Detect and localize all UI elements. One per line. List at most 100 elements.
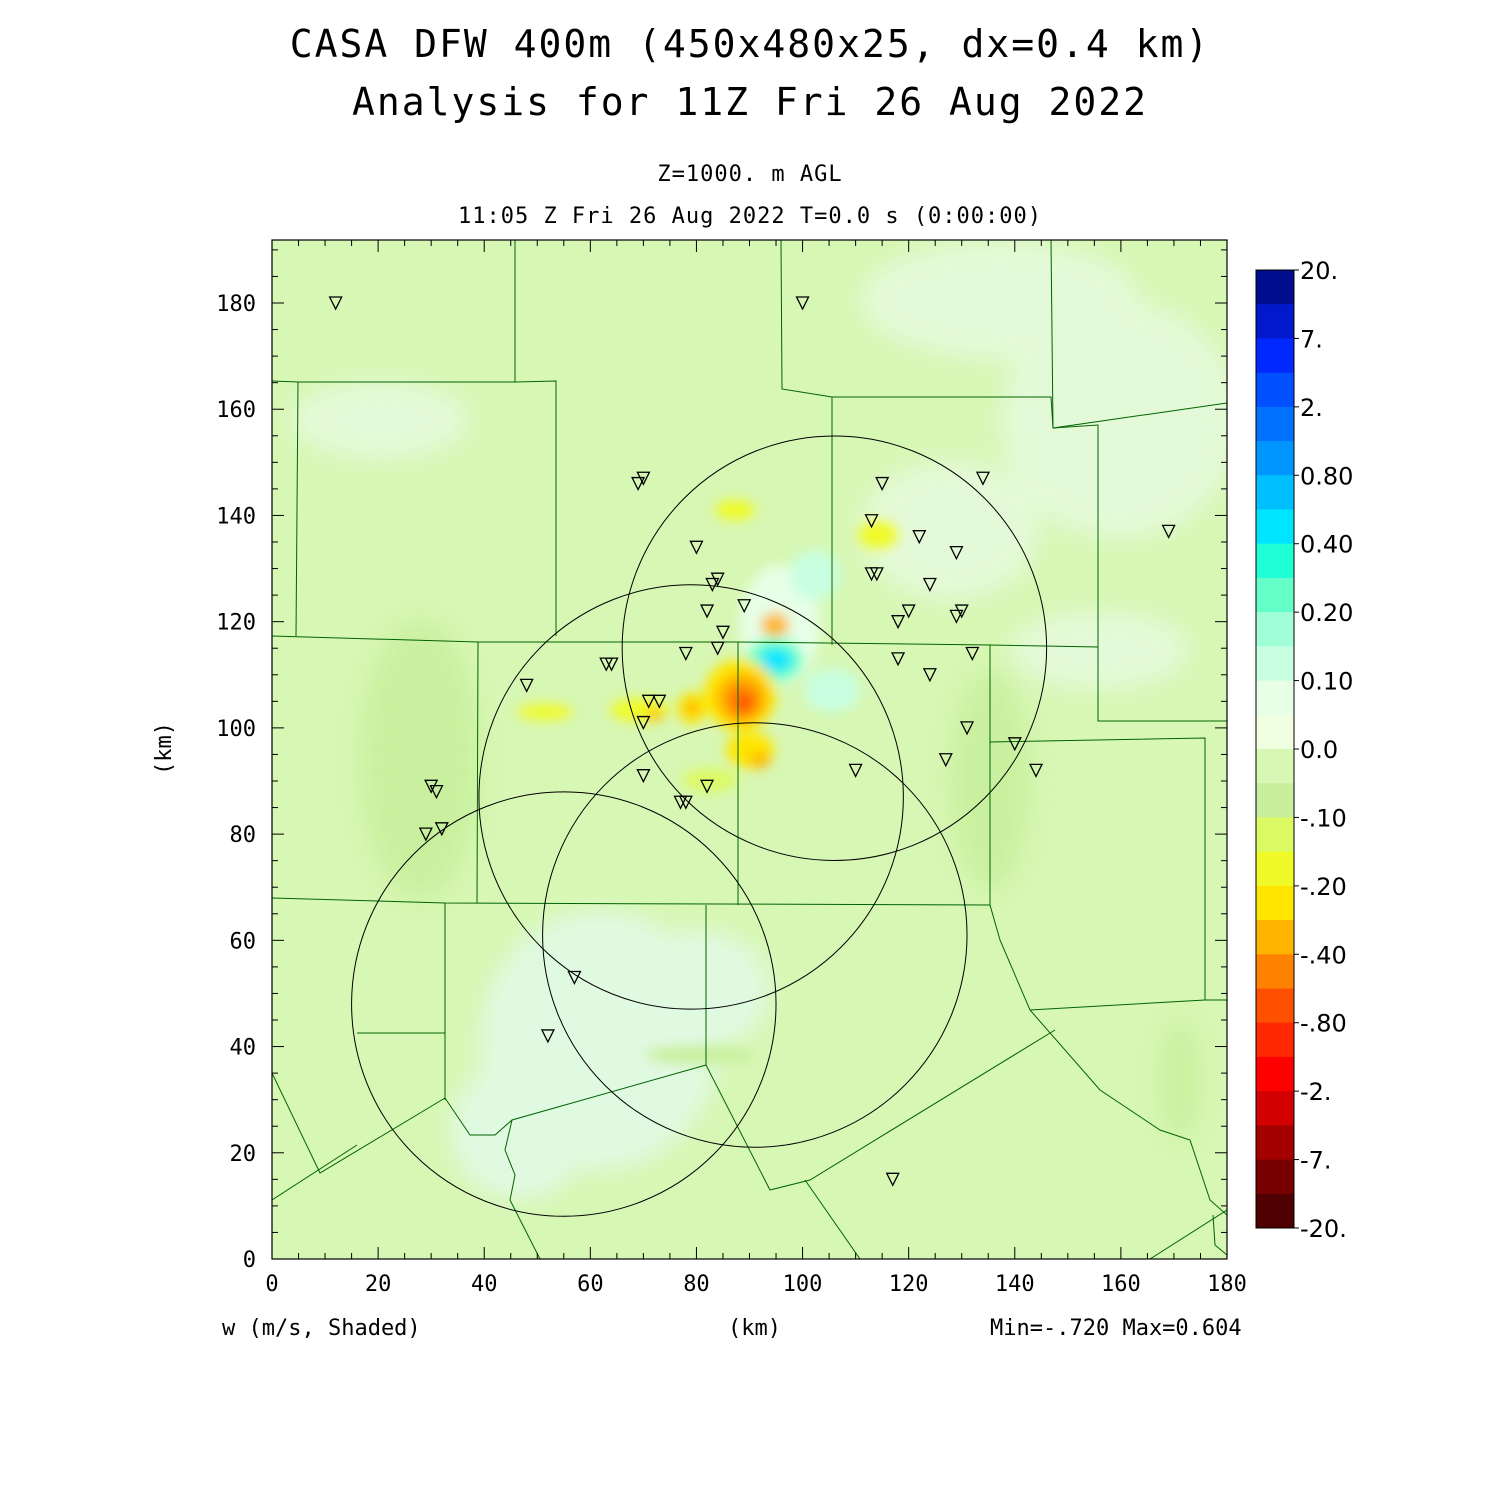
x-tick-label: 80 <box>683 1272 710 1297</box>
x-tick-label: 120 <box>889 1272 929 1297</box>
valid-time-label: 11:05 Z Fri 26 Aug 2022 T=0.0 s (0:00:00… <box>457 204 1043 229</box>
range-ring <box>542 722 968 1148</box>
colorbar-label: 0.0 <box>1300 736 1338 764</box>
colorbar-label: 2. <box>1300 394 1323 422</box>
colorbar-swatch <box>1256 851 1294 887</box>
colorbar-swatch <box>1256 1193 1294 1229</box>
radar-site-marker <box>424 779 439 794</box>
radar-site-marker <box>652 694 667 709</box>
y-tick-label: 40 <box>230 1036 257 1061</box>
radar-site-marker <box>700 604 715 619</box>
radar-site-marker <box>705 577 720 592</box>
colorbar-label: -.10 <box>1300 804 1347 832</box>
colorbar-swatch <box>1256 783 1294 818</box>
x-axis-label: (km) <box>728 1316 781 1341</box>
colorbar-label: 0.10 <box>1300 668 1353 696</box>
county-boundaries <box>272 240 1227 1259</box>
radar-site-marker <box>678 646 693 661</box>
colorbar-label: -20. <box>1300 1215 1347 1243</box>
colorbar-label: -.40 <box>1300 941 1347 969</box>
colorbar-swatch <box>1256 441 1294 476</box>
radar-site-marker <box>848 763 863 778</box>
radar-site-marker <box>891 615 906 630</box>
colorbar-swatch <box>1256 475 1294 510</box>
colorbar-label: 7. <box>1300 325 1323 353</box>
radar-range-rings <box>351 435 1048 1217</box>
colorbar <box>1255 269 1295 1229</box>
x-tick-label: 40 <box>471 1272 498 1297</box>
range-ring <box>351 791 777 1217</box>
radar-site-marker <box>737 599 752 614</box>
radar-site-marker <box>938 753 953 768</box>
colorbar-swatch <box>1256 509 1294 545</box>
colorbar-label: 0.40 <box>1300 531 1353 559</box>
radar-site-marker <box>1161 524 1176 539</box>
colorbar-label: -.20 <box>1300 873 1347 901</box>
radar-site-marker <box>1028 763 1044 778</box>
radar-site-marker <box>949 609 964 624</box>
radar-site-marker <box>689 540 704 555</box>
colorbar-swatch <box>1256 543 1294 579</box>
radar-markers <box>328 296 1176 1187</box>
colorbar-swatch <box>1256 1091 1294 1126</box>
radar-site-marker <box>891 652 906 667</box>
radar-site-marker <box>631 476 646 492</box>
colorbar-swatch <box>1256 372 1294 408</box>
radar-site-marker <box>636 471 651 486</box>
x-tick-label: 0 <box>265 1272 278 1297</box>
axis-ticks <box>271 240 1228 1260</box>
radar-site-marker <box>954 604 969 619</box>
radar-site-marker <box>922 668 937 683</box>
radar-site-marker <box>328 296 343 311</box>
radar-site-marker <box>715 625 731 640</box>
colorbar-swatch <box>1256 988 1294 1024</box>
y-tick-label: 160 <box>216 398 256 423</box>
colorbar-labels: 20. 7. 2. 0.80 0.40 0.20 0.10 0.0 -.10 -.20 -.40 -.… <box>1294 257 1353 1243</box>
colorbar-label: -7. <box>1300 1147 1332 1175</box>
colorbar-label: -.80 <box>1300 1010 1347 1038</box>
x-axis-tick-labels: 0 20 40 60 80 100 120 140 160 180 <box>265 1272 1247 1297</box>
min-max-label: Min=-.720 Max=0.604 <box>990 1316 1242 1341</box>
radar-site-marker <box>1007 737 1022 752</box>
colorbar-swatch <box>1256 270 1294 305</box>
radar-site-marker <box>949 545 964 561</box>
radar-site-marker <box>429 784 444 800</box>
colorbar-swatch <box>1256 680 1294 716</box>
radar-site-marker <box>710 641 725 656</box>
y-axis-label: (km) <box>151 722 177 775</box>
colorbar-label: 20. <box>1300 257 1338 285</box>
colorbar-swatch <box>1256 1022 1294 1058</box>
x-tick-label: 180 <box>1207 1272 1247 1297</box>
radar-site-marker <box>567 970 582 985</box>
y-tick-label: 180 <box>216 292 256 317</box>
y-tick-label: 100 <box>216 717 256 742</box>
colorbar-label: -2. <box>1300 1078 1332 1106</box>
colorbar-swatch <box>1256 304 1294 339</box>
y-axis-tick-labels: 0 20 40 60 80 100 120 140 160 180 <box>216 292 256 1273</box>
colorbar-swatch <box>1256 749 1294 784</box>
radar-site-marker <box>636 769 651 784</box>
radar-site-marker <box>795 296 810 311</box>
radar-site-marker <box>864 567 879 582</box>
colorbar-swatch <box>1256 885 1294 921</box>
radar-site-marker <box>864 514 879 529</box>
radar-site-marker <box>636 715 651 731</box>
w-shaded-field <box>272 240 1227 1259</box>
plot-title-line2: Analysis for 11Z Fri 26 Aug 2022 <box>351 80 1149 124</box>
radar-site-marker <box>700 779 715 794</box>
radar-site-marker <box>901 604 916 619</box>
range-ring <box>478 584 904 1010</box>
radar-site-marker <box>519 678 534 693</box>
colorbar-swatch <box>1256 714 1294 750</box>
x-tick-label: 20 <box>365 1272 392 1297</box>
colorbar-swatch <box>1256 646 1294 682</box>
radar-site-marker <box>434 822 449 837</box>
colorbar-swatch <box>1256 1159 1294 1195</box>
radar-site-marker <box>965 646 980 661</box>
radar-site-marker <box>641 694 656 709</box>
y-tick-label: 140 <box>216 504 256 529</box>
colorbar-swatch <box>1256 577 1294 613</box>
colorbar-swatch <box>1256 1056 1294 1092</box>
x-tick-label: 100 <box>783 1272 823 1297</box>
